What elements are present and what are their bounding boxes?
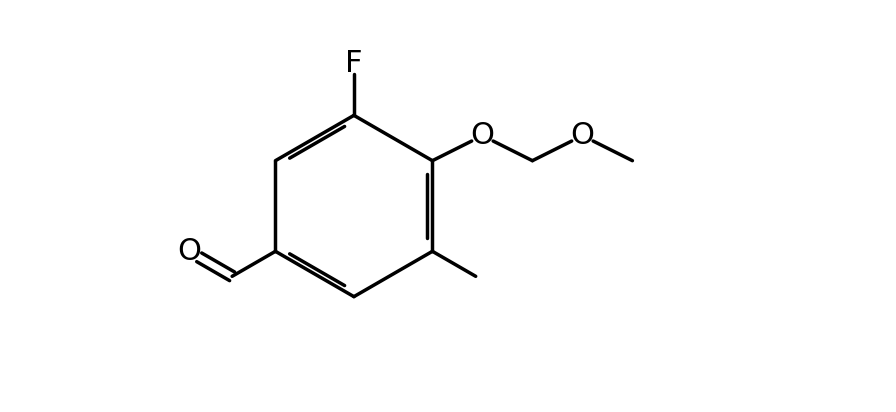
Text: O: O: [470, 121, 495, 150]
Text: F: F: [345, 49, 363, 78]
Text: O: O: [177, 237, 201, 266]
Text: O: O: [571, 121, 594, 150]
